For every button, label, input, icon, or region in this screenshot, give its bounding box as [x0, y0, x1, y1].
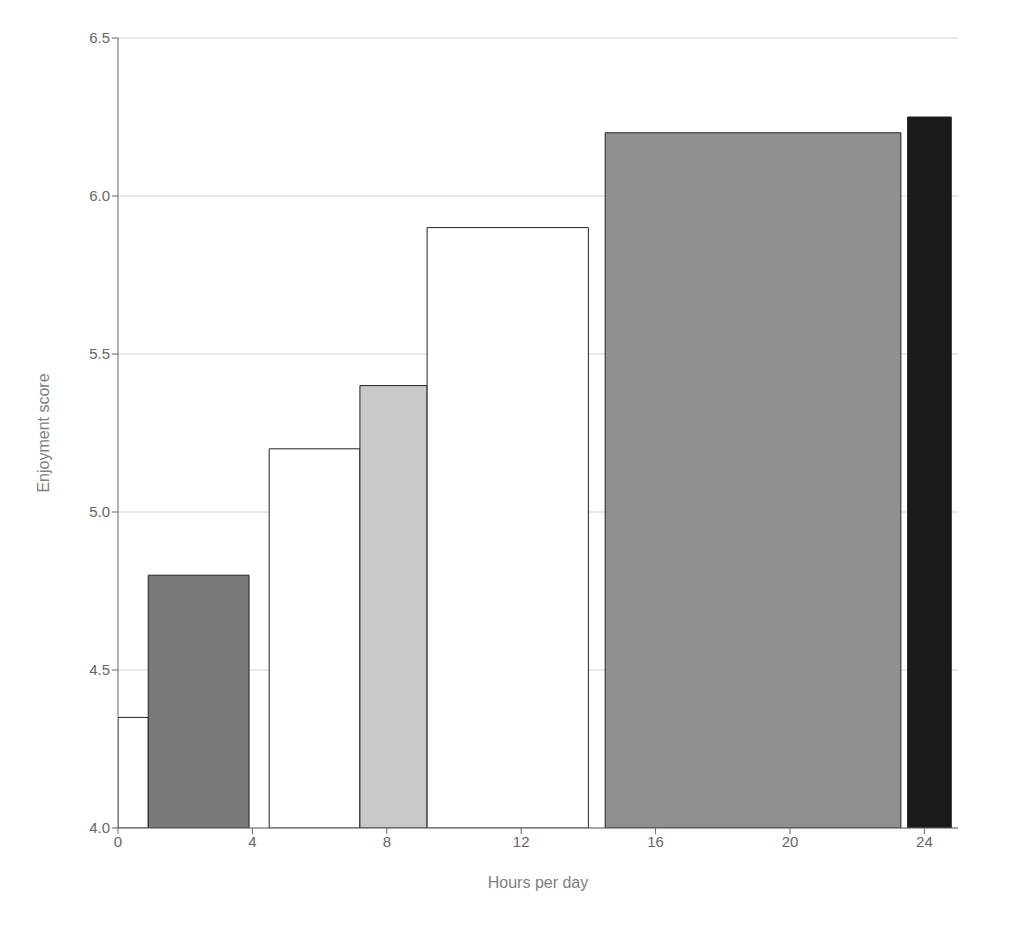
svg-text:6.5: 6.5	[89, 29, 110, 46]
svg-text:0: 0	[114, 833, 122, 850]
svg-text:8: 8	[383, 833, 391, 850]
svg-text:Hours per day: Hours per day	[488, 874, 589, 891]
svg-text:4: 4	[248, 833, 256, 850]
svg-text:16: 16	[647, 833, 664, 850]
svg-text:20: 20	[782, 833, 799, 850]
svg-text:5.0: 5.0	[89, 503, 110, 520]
svg-text:4.0: 4.0	[89, 819, 110, 836]
svg-text:24: 24	[916, 833, 933, 850]
svg-text:12: 12	[513, 833, 530, 850]
svg-text:4.5: 4.5	[89, 661, 110, 678]
svg-text:6.0: 6.0	[89, 187, 110, 204]
svg-text:Enjoyment score: Enjoyment score	[35, 373, 52, 492]
svg-text:5.5: 5.5	[89, 345, 110, 362]
